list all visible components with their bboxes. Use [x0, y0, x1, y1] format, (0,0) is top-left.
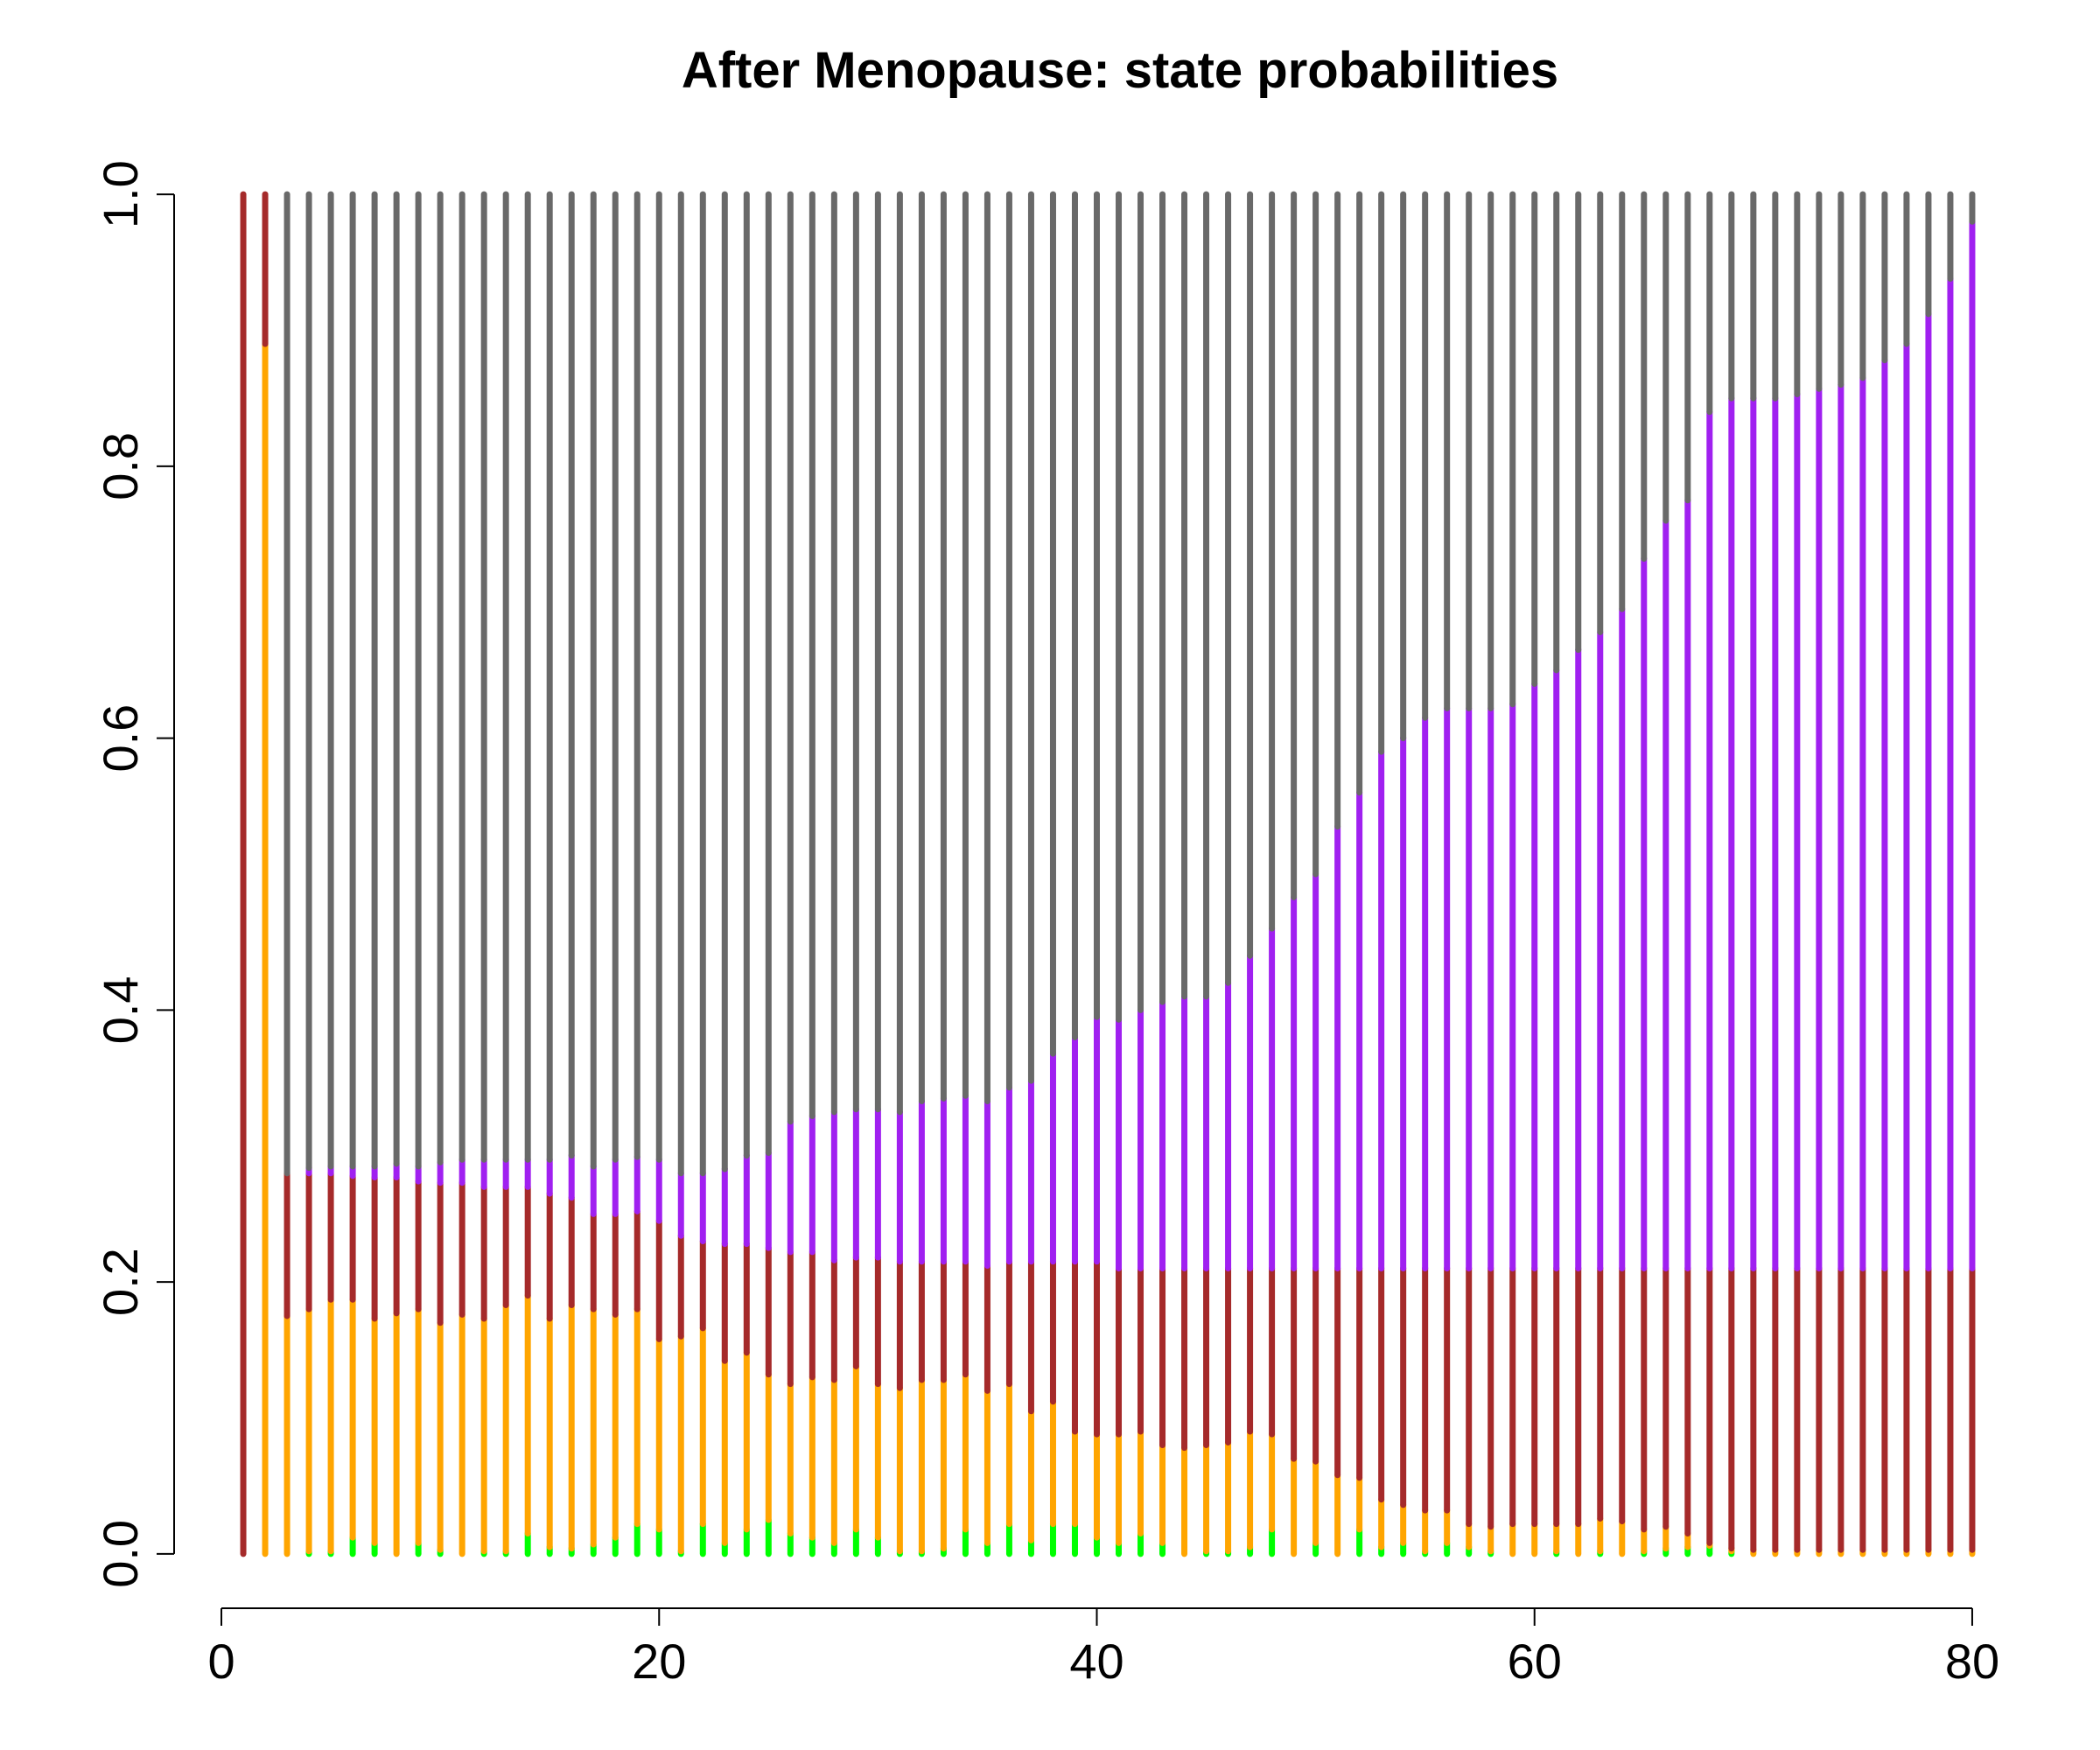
- y-tick-label: 0.0: [93, 1520, 148, 1588]
- y-tick-label: 0.2: [93, 1248, 148, 1316]
- y-tick-label: 0.4: [93, 976, 148, 1044]
- chart-title: After Menopause: state probabilities: [682, 42, 1558, 99]
- y-tick-label: 0.8: [93, 432, 148, 500]
- x-tick-label: 0: [207, 1634, 234, 1689]
- x-tick-label: 20: [632, 1634, 686, 1689]
- x-tick-label: 40: [1069, 1634, 1124, 1689]
- y-tick-label: 0.6: [93, 704, 148, 773]
- x-tick-label: 80: [1945, 1634, 1999, 1689]
- x-tick-label: 60: [1508, 1634, 1562, 1689]
- y-tick-label: 1.0: [93, 160, 148, 228]
